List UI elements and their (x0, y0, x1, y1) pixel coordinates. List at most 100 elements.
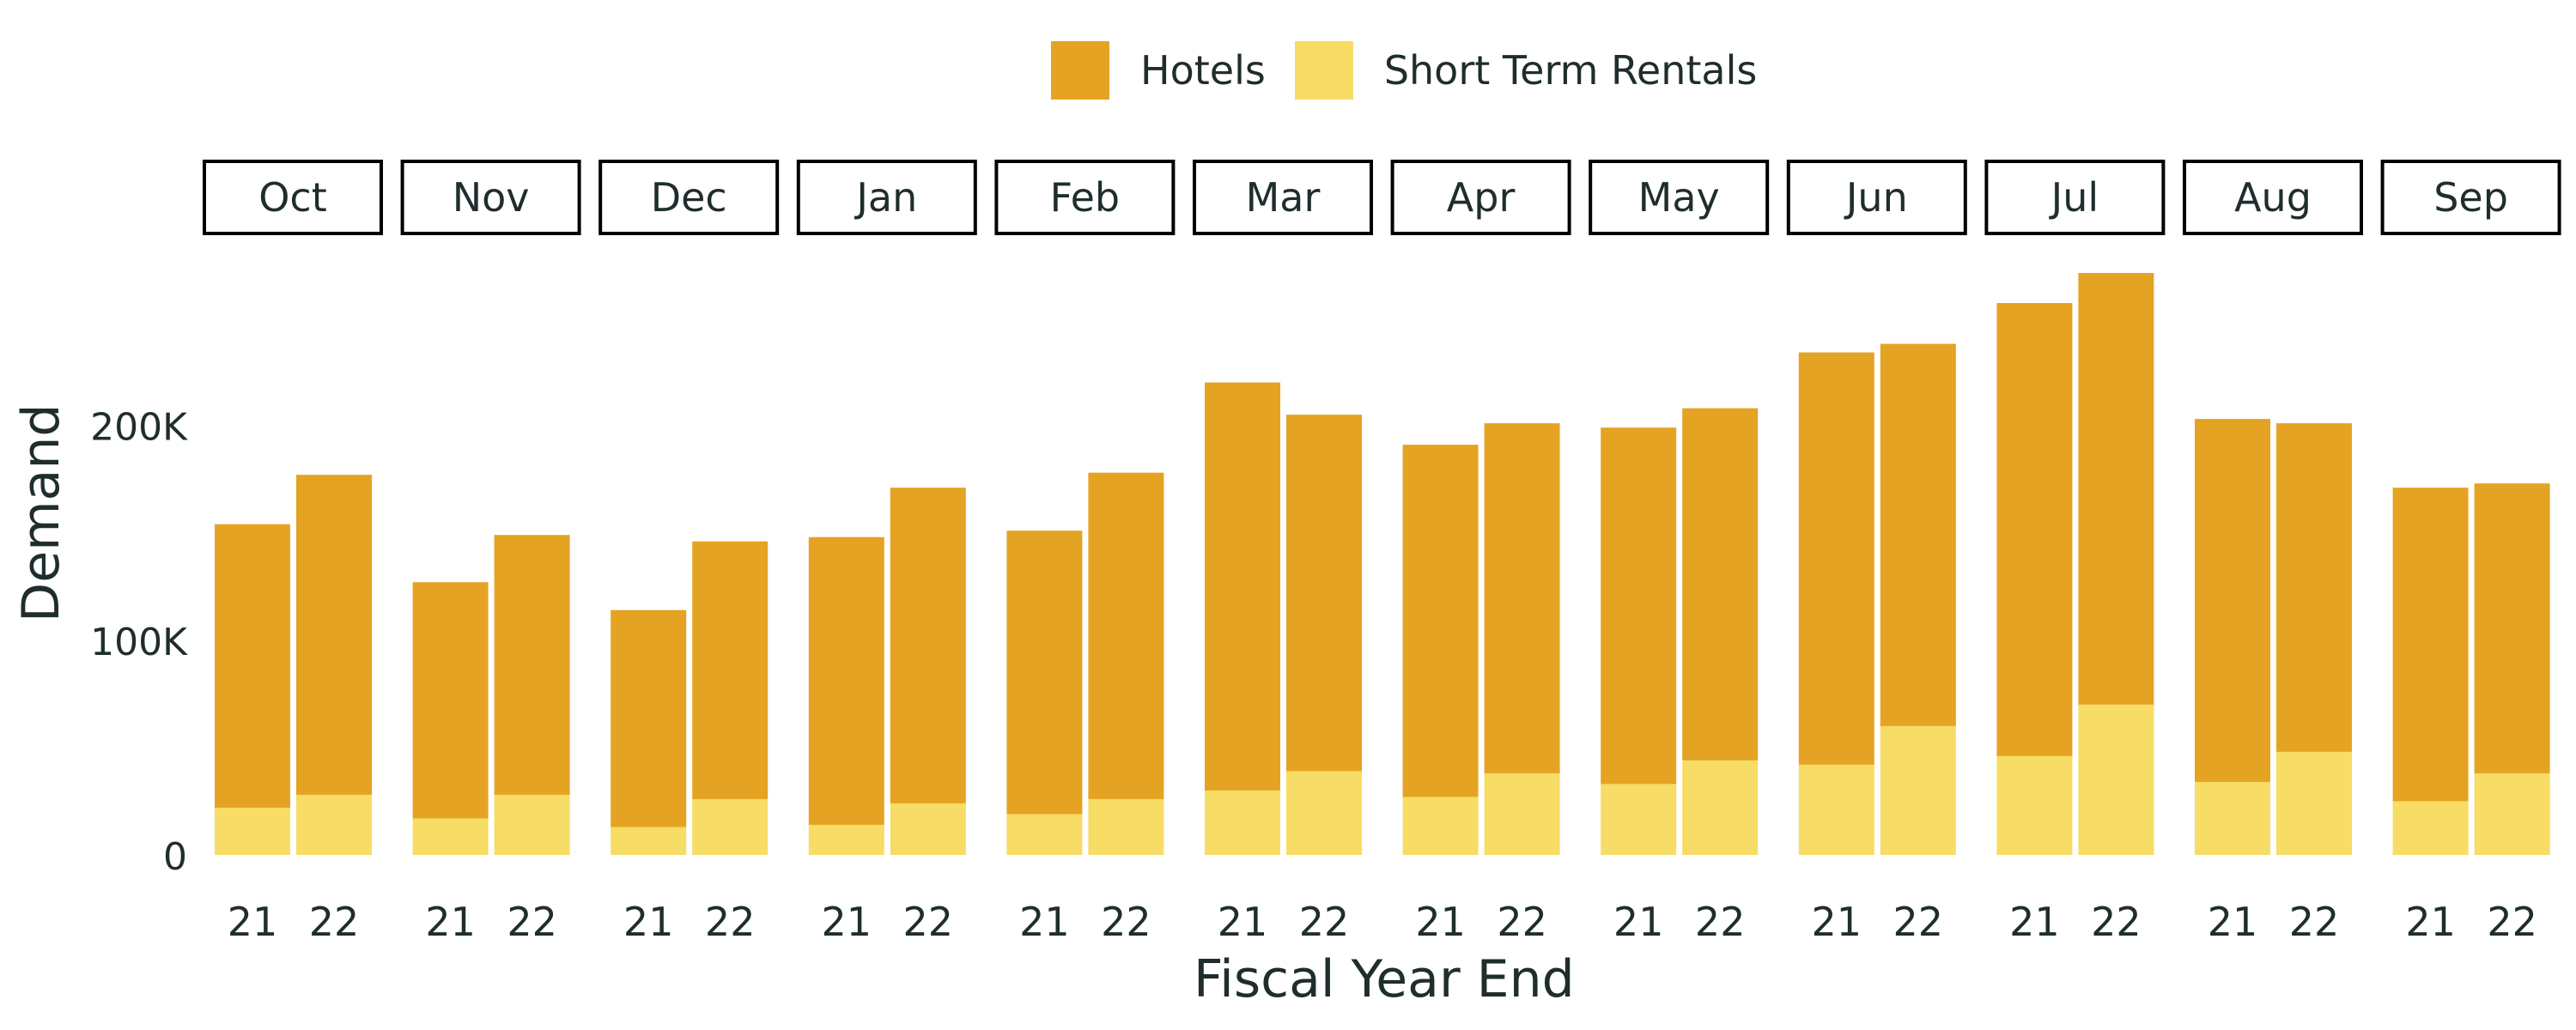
bar-short-term-rentals (2474, 772, 2550, 855)
x-tick-label: 21 (2405, 899, 2456, 945)
x-tick-label: 22 (2487, 899, 2537, 945)
bar-short-term-rentals (808, 824, 884, 855)
legend-label-hotels: Hotels (1140, 47, 1266, 94)
bar-hotels (1880, 343, 1956, 726)
legend-swatch-short-term-rentals (1294, 41, 1353, 100)
bar-hotels (494, 535, 570, 795)
bar-hotels (1996, 303, 2073, 756)
bar-short-term-rentals (611, 827, 687, 855)
facet-header-box (400, 160, 581, 235)
facet-header-label: Apr (1447, 174, 1516, 221)
facet-header-box (1786, 160, 1967, 235)
x-tick-label: 21 (228, 899, 278, 945)
bar-short-term-rentals (890, 803, 966, 855)
bar-short-term-rentals (1682, 760, 1759, 855)
y-tick-label: 100K (90, 621, 188, 664)
facet-header-box (203, 160, 383, 235)
facet-header-box (994, 160, 1176, 235)
bar-short-term-rentals (1798, 764, 1874, 855)
bar-short-term-rentals (1601, 784, 1677, 855)
bar-hotels (1798, 352, 1874, 765)
facet-header-box (2380, 160, 2561, 235)
bar-hotels (808, 536, 884, 825)
x-tick-label: 22 (507, 899, 557, 945)
bar-hotels (1286, 415, 1362, 772)
y-axis-title: Demand (11, 403, 71, 622)
x-axis-title: Fiscal Year End (1194, 949, 1575, 1009)
bar-short-term-rentals (2276, 751, 2352, 855)
x-tick-label: 22 (1893, 899, 1944, 945)
bar-hotels (1006, 530, 1083, 815)
facet-header-label: Jun (1844, 174, 1908, 221)
bar-short-term-rentals (1205, 790, 1280, 855)
x-tick-label: 21 (1613, 899, 1664, 945)
facet-header-box (1390, 160, 1571, 235)
facet-header-box (796, 160, 977, 235)
bar-hotels (215, 524, 290, 808)
facet-header-box (1589, 160, 1770, 235)
bar-short-term-rentals (1286, 771, 1362, 855)
bar-short-term-rentals (2078, 704, 2154, 855)
x-tick-label: 21 (623, 899, 674, 945)
x-tick-label: 21 (2208, 899, 2258, 945)
bar-hotels (296, 475, 372, 795)
bar-short-term-rentals (2392, 801, 2469, 855)
x-tick-label: 21 (1415, 899, 1466, 945)
x-tick-label: 22 (1101, 899, 1151, 945)
facet-header-label: Sep (2433, 174, 2508, 221)
x-tick-label: 22 (903, 899, 954, 945)
facet-header-box (1193, 160, 1373, 235)
facet-header-label: Dec (651, 174, 727, 221)
bar-hotels (1088, 472, 1164, 799)
bar-hotels (611, 609, 687, 827)
x-tick-label: 22 (705, 899, 756, 945)
bar-hotels (890, 488, 966, 803)
facet-header-label: Mar (1246, 174, 1321, 221)
x-tick-label: 21 (1812, 899, 1862, 945)
legend-swatch-hotels (1051, 41, 1109, 100)
x-tick-label: 22 (1497, 899, 1547, 945)
bar-short-term-rentals (215, 807, 290, 855)
x-tick-label: 22 (309, 899, 360, 945)
bar-short-term-rentals (2195, 781, 2270, 855)
x-tick-label: 22 (2289, 899, 2340, 945)
bar-hotels (2392, 488, 2469, 802)
bar-short-term-rentals (1088, 798, 1164, 855)
bar-short-term-rentals (412, 818, 489, 855)
y-tick-label: 0 (163, 835, 187, 879)
bar-hotels (1484, 423, 1560, 773)
bar-short-term-rentals (296, 794, 372, 855)
bar-hotels (2276, 423, 2352, 752)
facet-header-label: Aug (2234, 174, 2312, 221)
bar-hotels (1402, 445, 1479, 797)
bar-hotels (692, 541, 769, 799)
x-tick-label: 22 (2091, 899, 2142, 945)
bar-hotels (1682, 408, 1759, 760)
facet-header-label: May (1638, 174, 1720, 221)
x-tick-label: 22 (1695, 899, 1746, 945)
x-tick-label: 22 (1299, 899, 1350, 945)
facet-header-label: Jul (2049, 174, 2099, 221)
x-tick-label: 21 (425, 899, 476, 945)
x-tick-label: 21 (2009, 899, 2060, 945)
bar-short-term-rentals (1484, 772, 1560, 855)
bar-short-term-rentals (1880, 725, 1956, 855)
facet-header-label: Jan (854, 174, 917, 221)
facet-header-box (598, 160, 780, 235)
facet-header-label: Oct (258, 174, 327, 221)
legend-item-short-term-rentals: Short Term Rentals (1294, 41, 1758, 100)
bar-short-term-rentals (494, 794, 570, 855)
legend: Hotels Short Term Rentals (1051, 39, 1786, 101)
bar-hotels (2195, 419, 2270, 782)
facet-header-label: Nov (453, 174, 530, 221)
x-tick-label: 21 (822, 899, 872, 945)
x-tick-label: 21 (1019, 899, 1070, 945)
bar-short-term-rentals (1996, 755, 2073, 855)
bar-hotels (412, 582, 489, 819)
bar-short-term-rentals (692, 798, 769, 855)
bar-short-term-rentals (1006, 814, 1083, 855)
legend-label-short-term-rentals: Short Term Rentals (1383, 47, 1758, 94)
bar-hotels (1601, 427, 1677, 785)
facet-header-label: Feb (1050, 174, 1120, 221)
